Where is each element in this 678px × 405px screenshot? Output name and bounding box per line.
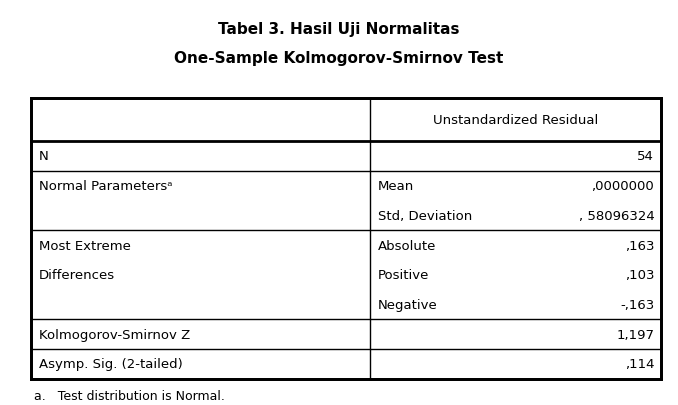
Text: Absolute: Absolute	[378, 239, 436, 252]
Text: ,0000000: ,0000000	[591, 180, 654, 193]
Text: Differences: Differences	[39, 269, 115, 281]
Text: Negative: Negative	[378, 298, 437, 311]
Text: 1,197: 1,197	[616, 328, 654, 341]
Text: Positive: Positive	[378, 269, 429, 281]
Text: 54: 54	[637, 150, 654, 163]
Text: ,114: ,114	[624, 357, 654, 370]
Text: Tabel 3. Hasil Uji Normalitas: Tabel 3. Hasil Uji Normalitas	[218, 22, 460, 37]
Text: Most Extreme: Most Extreme	[39, 239, 131, 252]
Text: Std, Deviation: Std, Deviation	[378, 209, 472, 222]
Text: Normal Parametersᵃ: Normal Parametersᵃ	[39, 180, 172, 193]
Text: Asymp. Sig. (2-tailed): Asymp. Sig. (2-tailed)	[39, 357, 182, 370]
Text: Mean: Mean	[378, 180, 414, 193]
Text: ,103: ,103	[624, 269, 654, 281]
Text: N: N	[39, 150, 48, 163]
Text: One-Sample Kolmogorov-Smirnov Test: One-Sample Kolmogorov-Smirnov Test	[174, 51, 504, 66]
Text: Unstandardized Residual: Unstandardized Residual	[433, 114, 598, 127]
Text: -,163: -,163	[620, 298, 654, 311]
Text: Kolmogorov-Smirnov Z: Kolmogorov-Smirnov Z	[39, 328, 190, 341]
Text: a.   Test distribution is Normal.: a. Test distribution is Normal.	[34, 389, 225, 402]
Text: ,163: ,163	[624, 239, 654, 252]
Text: , 58096324: , 58096324	[578, 209, 654, 222]
